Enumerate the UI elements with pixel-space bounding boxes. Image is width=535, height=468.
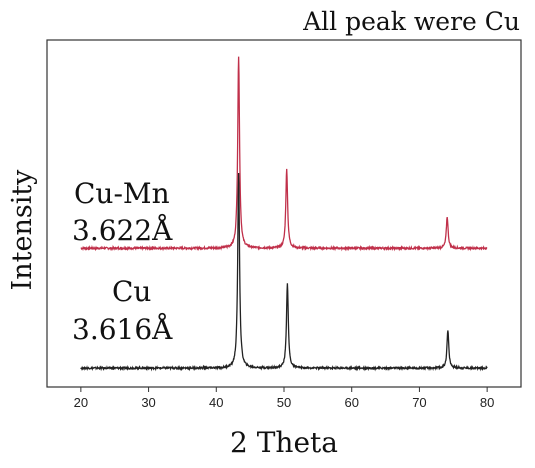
- series-label-cu-lattice: 3.616Å: [72, 313, 173, 346]
- x-tick-label: 70: [412, 395, 426, 410]
- series-label-cumn-lattice: 3.622Å: [72, 214, 173, 247]
- x-tick-label: 40: [209, 395, 223, 410]
- x-tick-label: 80: [480, 395, 494, 410]
- x-tick-label: 20: [74, 395, 88, 410]
- y-axis-label: Intensity: [7, 169, 38, 291]
- series-label-cumn-name: Cu-Mn: [74, 177, 170, 210]
- series-label-cu-name: Cu: [112, 275, 151, 308]
- x-tick-label: 50: [277, 395, 291, 410]
- x-axis-label: 2 Theta: [230, 426, 338, 459]
- plot-frame: [46, 39, 522, 388]
- x-tick-label: 60: [344, 395, 358, 410]
- x-axis-ticks: 20 30 40 50 60 70 80: [74, 387, 494, 410]
- series-line-cu-mn: [80, 56, 488, 252]
- chart-title: All peak were Cu: [302, 7, 520, 36]
- series-layer: [80, 56, 488, 372]
- x-tick-label: 30: [141, 395, 155, 410]
- series-line-cu: [80, 173, 488, 372]
